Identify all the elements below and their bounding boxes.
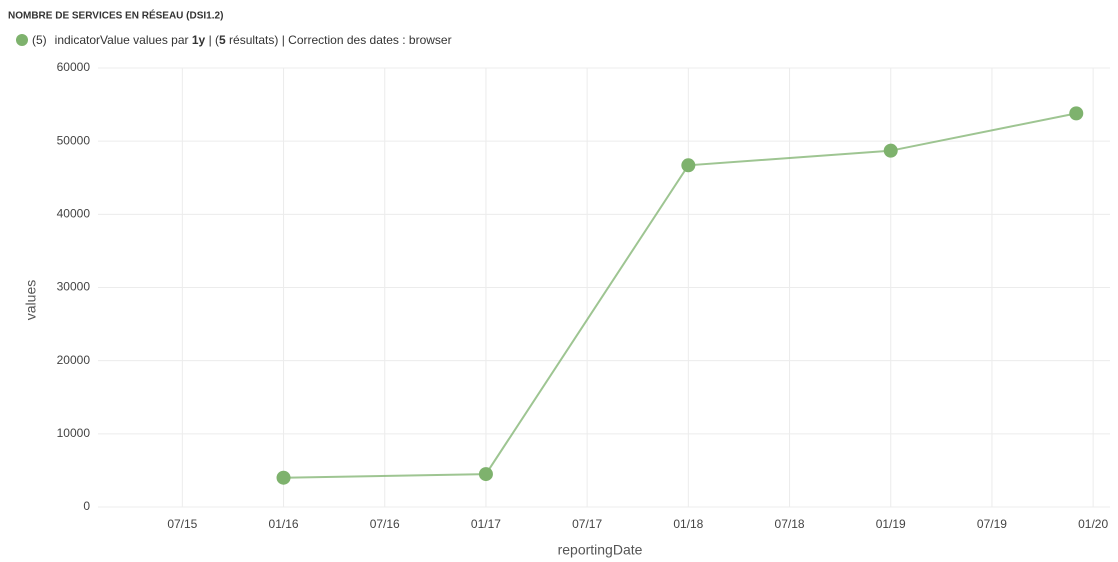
x-tick-label: 01/17 <box>471 517 501 531</box>
x-axis-title: reportingDate <box>558 542 643 558</box>
legend-hits: 5 <box>219 33 226 47</box>
data-point <box>1069 106 1084 121</box>
data-point <box>478 467 493 482</box>
x-tick-label: 01/20 <box>1078 517 1108 531</box>
legend[interactable]: (5) indicatorValue values par 1y | (5 rés… <box>16 33 452 47</box>
legend-label: indicatorValue values par <box>55 33 192 47</box>
x-tick-label: 01/18 <box>673 517 703 531</box>
data-point <box>276 470 291 485</box>
x-tick-label: 07/19 <box>977 517 1007 531</box>
x-tick-label: 01/19 <box>876 517 906 531</box>
legend-rest: résultats) | Correction des dates : brow… <box>226 33 452 47</box>
series-line <box>283 112 1077 479</box>
legend-text: (5) indicatorValue values par 1y | (5 rés… <box>32 33 452 47</box>
data-point <box>883 143 898 158</box>
y-tick-label: 40000 <box>57 207 91 221</box>
x-tick-label: 07/17 <box>572 517 602 531</box>
y-tick-label: 50000 <box>57 133 91 147</box>
chart-title: NOMBRE DE SERVICES EN RÉSEAU (DSI1.2) <box>8 9 223 22</box>
y-axis-title: values <box>23 280 39 320</box>
legend-swatch <box>16 34 28 46</box>
y-tick-label: 10000 <box>57 426 91 440</box>
y-tick-label: 60000 <box>57 60 91 74</box>
grid <box>98 67 1110 508</box>
legend-sep: | ( <box>205 33 219 47</box>
x-tick-label: 01/16 <box>269 517 299 531</box>
y-tick-label: 0 <box>83 499 90 513</box>
legend-count: (5) <box>32 33 47 47</box>
data-point <box>681 158 696 173</box>
legend-interval: 1y <box>192 33 206 47</box>
y-tick-label: 30000 <box>57 280 91 294</box>
y-tick-label: 20000 <box>57 353 91 367</box>
x-tick-label: 07/15 <box>167 517 197 531</box>
x-tick-label: 07/18 <box>775 517 805 531</box>
x-tick-label: 07/16 <box>370 517 400 531</box>
